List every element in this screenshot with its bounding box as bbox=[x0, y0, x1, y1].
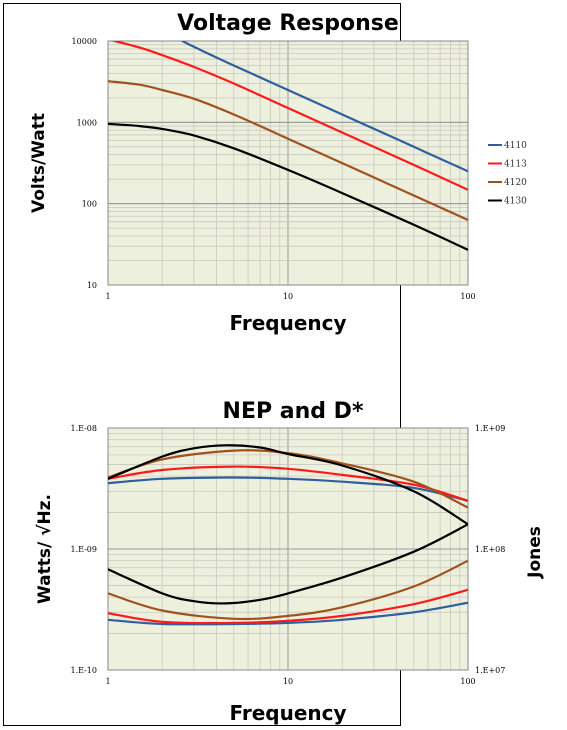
series-line-4113 bbox=[110, 41, 468, 191]
plot-border-1 bbox=[107, 40, 469, 286]
y-tick-label: 1.E-08 bbox=[70, 424, 97, 433]
y-tick-label: 1.E-10 bbox=[70, 666, 97, 675]
y-ticks-left-2: 1.E-10 1.E-09 1.E-08 bbox=[70, 424, 97, 675]
series-line-4110 bbox=[180, 41, 468, 173]
x-tick-label: 1 bbox=[105, 677, 110, 686]
series-line-curve-4 bbox=[108, 444, 468, 526]
series-line-curve-7 bbox=[108, 559, 468, 621]
x-tick-label: 10 bbox=[283, 677, 293, 686]
series-line-curve-6 bbox=[108, 588, 468, 625]
chart-voltage-response: 1 10 100 10 100 1000 10000 Voltage Response F… bbox=[29, 11, 527, 335]
y-axis-title-1: Volts/Watt bbox=[29, 113, 49, 213]
y-ticks-right-2: 1.E+07 1.E+08 1.E+09 bbox=[475, 424, 505, 675]
y-right-tick-label: 1.E+09 bbox=[475, 424, 505, 433]
legend-label-4120: 4120 bbox=[504, 178, 527, 188]
legend-label-4110: 4110 bbox=[504, 141, 527, 151]
series-group-2 bbox=[108, 444, 468, 626]
x-ticks-2: 1 10 100 bbox=[105, 677, 475, 686]
x-tick-label: 10 bbox=[283, 292, 293, 301]
series-line-4120 bbox=[108, 80, 468, 222]
plot-border-2 bbox=[107, 427, 469, 671]
series-line-4130 bbox=[108, 122, 468, 251]
x-axis-title-2: Frequency bbox=[229, 701, 346, 725]
y-ticks-1: 10 100 1000 10000 bbox=[72, 37, 97, 290]
y-axis-title-left-2: Watts/ √Hz. bbox=[35, 494, 55, 604]
series-line-curve-2 bbox=[108, 465, 468, 502]
x-tick-label: 100 bbox=[460, 292, 475, 301]
legend-1: 4110 4113 4120 4130 bbox=[488, 141, 527, 207]
series-line-curve-5 bbox=[108, 601, 468, 626]
x-axis-title-1: Frequency bbox=[229, 311, 346, 335]
x-tick-label: 1 bbox=[105, 292, 110, 301]
series-line-curve-1 bbox=[108, 476, 468, 502]
y-tick-label: 1000 bbox=[77, 118, 97, 127]
chart-nep-dstar: 1 10 100 1.E-101.E-091.E-08 1.E+071.E+081.… bbox=[35, 399, 545, 725]
legend-label-4113: 4113 bbox=[504, 160, 527, 170]
chart-title-2: NEP and D* bbox=[223, 399, 364, 424]
series-line-curve-8 bbox=[108, 523, 468, 605]
y-tick-label: 1.E-09 bbox=[70, 545, 97, 554]
y-right-tick-label: 1.E+07 bbox=[475, 666, 505, 675]
grid-1 bbox=[107, 40, 469, 286]
grid-2 bbox=[107, 427, 469, 671]
legend-label-4130: 4130 bbox=[504, 197, 527, 207]
y-tick-label: 100 bbox=[82, 200, 97, 209]
x-tick-label: 100 bbox=[460, 677, 475, 686]
series-group-1 bbox=[108, 41, 468, 251]
y-tick-label: 10000 bbox=[72, 37, 97, 46]
x-ticks-1: 1 10 100 bbox=[105, 292, 475, 301]
y-right-tick-label: 1.E+08 bbox=[475, 545, 505, 554]
y-tick-label: 10 bbox=[87, 281, 97, 290]
y-axis-title-right-2: Jones bbox=[525, 526, 545, 579]
chart-title-1: Voltage Response bbox=[177, 11, 399, 36]
